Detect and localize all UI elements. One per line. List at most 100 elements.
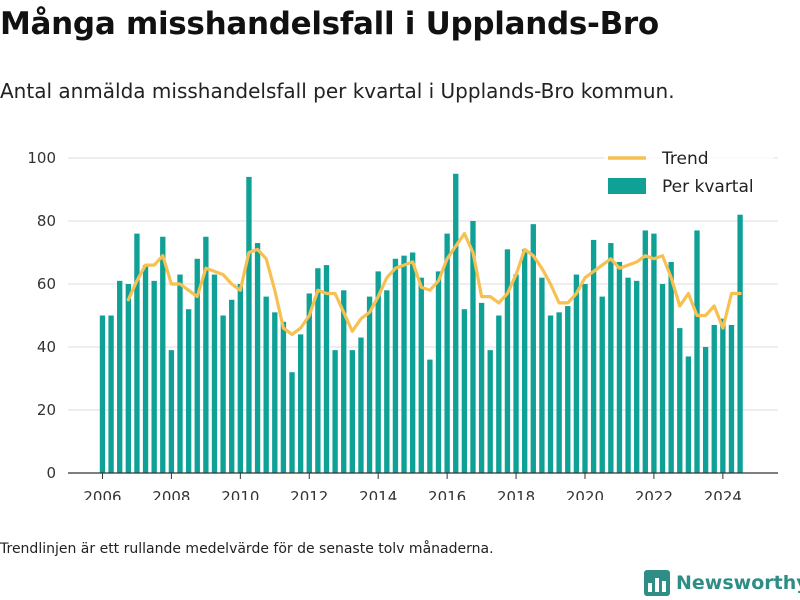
bar bbox=[711, 324, 717, 473]
bar bbox=[211, 274, 218, 473]
bar bbox=[453, 173, 459, 473]
bar bbox=[134, 233, 140, 473]
bar bbox=[185, 309, 192, 473]
x-tick-label: 2014 bbox=[359, 488, 397, 500]
bar bbox=[108, 315, 114, 473]
bar bbox=[677, 328, 683, 473]
bar bbox=[513, 274, 519, 473]
bar bbox=[229, 299, 235, 473]
bar bbox=[522, 249, 528, 473]
chart-title: Många misshandelsfall i Upplands-Bro bbox=[0, 6, 659, 42]
bar bbox=[125, 284, 131, 473]
bar bbox=[582, 284, 588, 473]
bar bbox=[685, 356, 692, 473]
bar bbox=[702, 347, 709, 473]
bar bbox=[530, 224, 536, 473]
bar bbox=[547, 315, 554, 473]
axes: 0 20 40 60 80 100 2006 2008 2010 2012 2014 2016 2018… bbox=[27, 149, 778, 500]
bar bbox=[194, 258, 200, 473]
bar bbox=[444, 233, 450, 473]
bar bbox=[99, 315, 106, 473]
bar bbox=[487, 350, 493, 473]
y-tick-label: 40 bbox=[37, 338, 56, 356]
bar bbox=[237, 284, 244, 473]
bar bbox=[401, 255, 407, 473]
x-tick-label: 2012 bbox=[290, 488, 328, 500]
bar bbox=[263, 296, 269, 473]
bar bbox=[151, 280, 157, 473]
y-tick-label: 100 bbox=[27, 149, 56, 167]
x-tick-label: 2006 bbox=[83, 488, 121, 500]
bar bbox=[539, 277, 545, 473]
x-tick-label: 2008 bbox=[152, 488, 190, 500]
legend-bar-swatch bbox=[608, 178, 646, 194]
brand-logo[interactable]: Newsworthy bbox=[644, 568, 800, 598]
bar bbox=[427, 359, 433, 473]
bar bbox=[470, 221, 476, 473]
chart-subtitle: Antal anmälda misshandelsfall per kvarta… bbox=[0, 79, 675, 103]
x-tick-label: 2018 bbox=[497, 488, 535, 500]
bar bbox=[634, 280, 640, 473]
bar bbox=[366, 296, 373, 473]
bar bbox=[573, 274, 580, 473]
bar bbox=[694, 230, 700, 473]
bar bbox=[168, 350, 175, 473]
legend: Trend Per kvartal bbox=[604, 144, 774, 200]
bar bbox=[246, 176, 252, 473]
bar bbox=[349, 350, 356, 473]
legend-trend-label: Trend bbox=[661, 149, 709, 169]
x-tick-label: 2010 bbox=[221, 488, 259, 500]
bar bbox=[616, 261, 623, 473]
bar bbox=[461, 309, 468, 473]
bar bbox=[418, 277, 424, 473]
bar bbox=[720, 318, 726, 473]
bar bbox=[496, 315, 502, 473]
bar bbox=[203, 236, 209, 473]
bar bbox=[728, 324, 735, 473]
bar bbox=[642, 230, 648, 473]
bar bbox=[220, 315, 226, 473]
bar bbox=[177, 274, 183, 473]
bar bbox=[384, 290, 390, 473]
bar bbox=[590, 239, 597, 473]
x-tick-label: 2020 bbox=[566, 488, 604, 500]
x-tick-label: 2024 bbox=[704, 488, 742, 500]
bar bbox=[280, 321, 287, 473]
bar bbox=[608, 243, 614, 473]
bar bbox=[737, 214, 743, 473]
bar bbox=[659, 284, 666, 473]
trend-line-layer bbox=[126, 232, 742, 336]
x-tick-label: 2022 bbox=[635, 488, 673, 500]
footnote: Trendlinjen är ett rullande medelvärde f… bbox=[0, 541, 494, 557]
bar bbox=[323, 265, 330, 473]
bar bbox=[297, 334, 304, 473]
y-tick-label: 0 bbox=[46, 464, 56, 482]
bar bbox=[478, 302, 485, 473]
bar bbox=[358, 337, 364, 473]
bar bbox=[142, 265, 149, 473]
bar bbox=[117, 280, 123, 473]
y-tick-label: 60 bbox=[37, 275, 56, 293]
bar bbox=[651, 233, 657, 473]
y-tick-label: 20 bbox=[37, 401, 56, 419]
bar bbox=[668, 261, 674, 473]
y-tick-label: 80 bbox=[37, 212, 56, 230]
bar bbox=[332, 350, 338, 473]
bar bbox=[409, 252, 416, 473]
bar-chart-logo-icon bbox=[644, 570, 670, 596]
bar bbox=[504, 249, 511, 473]
bar bbox=[375, 271, 381, 473]
bar bbox=[254, 243, 261, 473]
bars bbox=[99, 173, 743, 473]
bar bbox=[160, 236, 166, 473]
trend-line bbox=[126, 232, 742, 336]
bar bbox=[565, 306, 571, 473]
bar bbox=[306, 293, 312, 473]
legend-bar-label: Per kvartal bbox=[662, 177, 754, 197]
x-tick-label: 2016 bbox=[428, 488, 466, 500]
bar bbox=[341, 290, 347, 473]
bar bbox=[315, 268, 321, 473]
bar bbox=[435, 271, 442, 473]
bar bbox=[272, 312, 278, 473]
brand-name: Newsworthy bbox=[676, 572, 800, 594]
